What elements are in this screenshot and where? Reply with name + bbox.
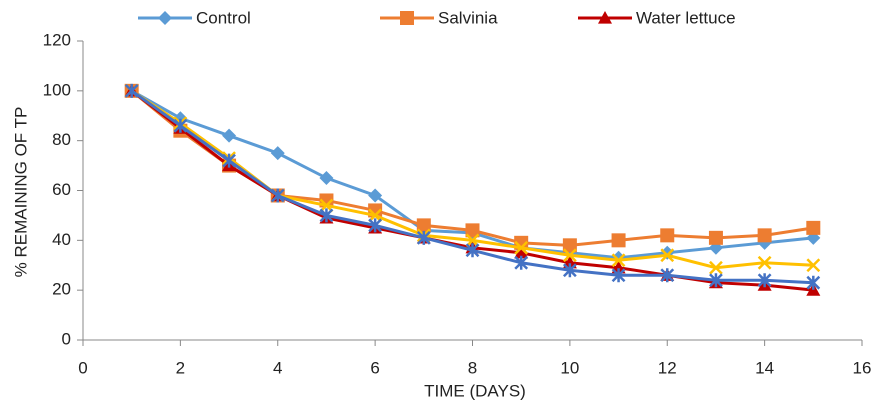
x-tick-label: 8: [468, 358, 477, 377]
marker: [660, 228, 675, 243]
y-tick-label: 120: [43, 30, 71, 49]
x-tick-label: 6: [370, 358, 379, 377]
marker: [514, 245, 529, 259]
y-tick-label: 80: [52, 130, 71, 149]
marker: [709, 260, 723, 275]
marker: [806, 258, 821, 273]
legend-label: Salvinia: [438, 8, 498, 27]
marker: [598, 11, 612, 24]
marker: [416, 218, 431, 233]
marker: [368, 188, 383, 203]
marker: [708, 230, 723, 245]
marker: [757, 228, 772, 243]
marker: [400, 11, 414, 25]
marker: [660, 268, 675, 283]
marker: [514, 240, 529, 255]
marker: [319, 171, 334, 186]
marker: [514, 255, 529, 270]
series-line: [130, 89, 814, 292]
y-tick-label: 60: [52, 180, 71, 199]
marker: [709, 273, 723, 288]
marker: [158, 11, 172, 25]
x-tick-label: 0: [78, 358, 87, 377]
marker: [465, 223, 480, 238]
legend-label: Control: [196, 8, 251, 27]
x-axis-label: TIME (DAYS): [424, 381, 526, 400]
x-tick-label: 12: [658, 358, 677, 377]
marker: [806, 275, 821, 290]
marker: [611, 253, 626, 268]
marker: [173, 118, 188, 133]
marker: [465, 243, 480, 258]
y-tick-label: 40: [52, 230, 71, 249]
marker: [757, 273, 772, 288]
x-tick-label: 16: [853, 358, 872, 377]
marker: [562, 248, 577, 263]
marker: [368, 218, 383, 233]
marker: [124, 83, 139, 98]
marker: [270, 146, 285, 161]
y-tick-label: 100: [43, 80, 71, 99]
marker: [416, 230, 431, 245]
marker: [270, 188, 285, 203]
y-tick-label: 0: [62, 329, 71, 348]
marker: [806, 220, 821, 235]
marker: [611, 233, 626, 248]
marker: [222, 128, 237, 143]
marker: [660, 248, 675, 263]
x-tick-label: 4: [273, 358, 282, 377]
marker: [465, 233, 480, 248]
marker: [757, 255, 772, 270]
marker: [562, 263, 577, 278]
marker: [319, 208, 334, 223]
y-axis-label: % REMAINING OF TP: [11, 107, 30, 278]
marker: [222, 153, 236, 168]
marker: [368, 208, 383, 223]
marker: [562, 238, 577, 253]
x-tick-label: 2: [176, 358, 185, 377]
marker: [611, 268, 626, 283]
x-tick-label: 14: [755, 358, 774, 377]
x-tick-label: 10: [560, 358, 579, 377]
marker: [319, 198, 334, 213]
legend-label: Water lettuce: [636, 8, 736, 27]
y-tick-label: 20: [52, 280, 71, 299]
